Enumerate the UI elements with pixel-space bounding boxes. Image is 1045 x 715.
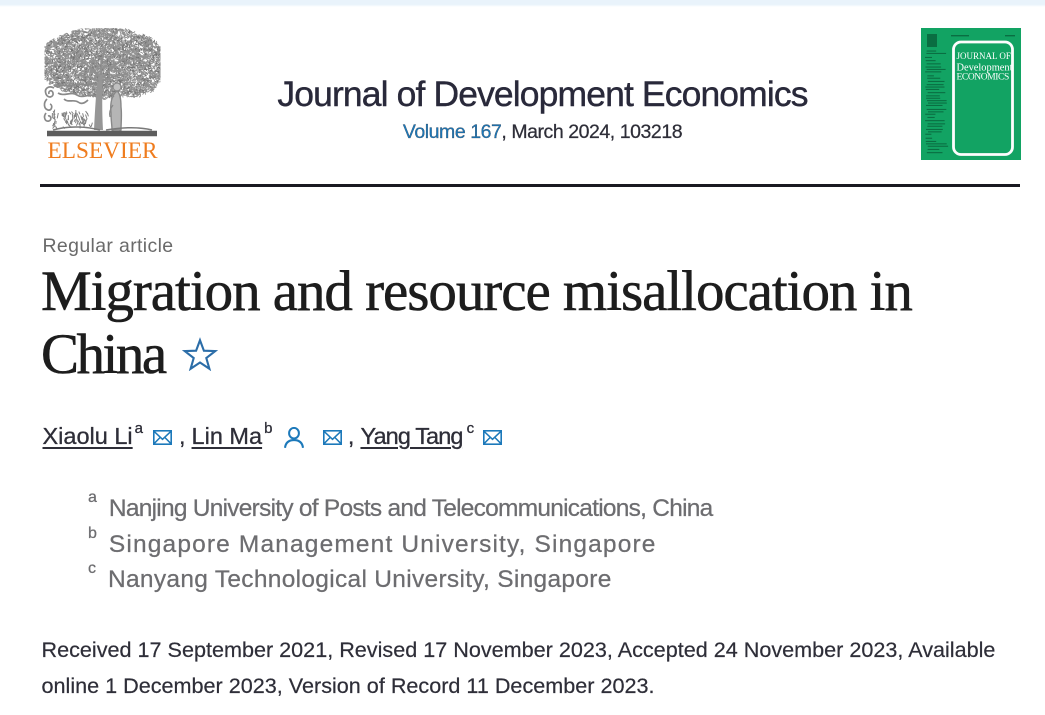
svg-text:Development: Development [957, 63, 1013, 74]
svg-text:ECONOMICS: ECONOMICS [957, 73, 1009, 83]
svg-text:JOURNAL OF: JOURNAL OF [957, 51, 1011, 61]
svg-text:ELSEVIER: ELSEVIER [47, 138, 157, 164]
